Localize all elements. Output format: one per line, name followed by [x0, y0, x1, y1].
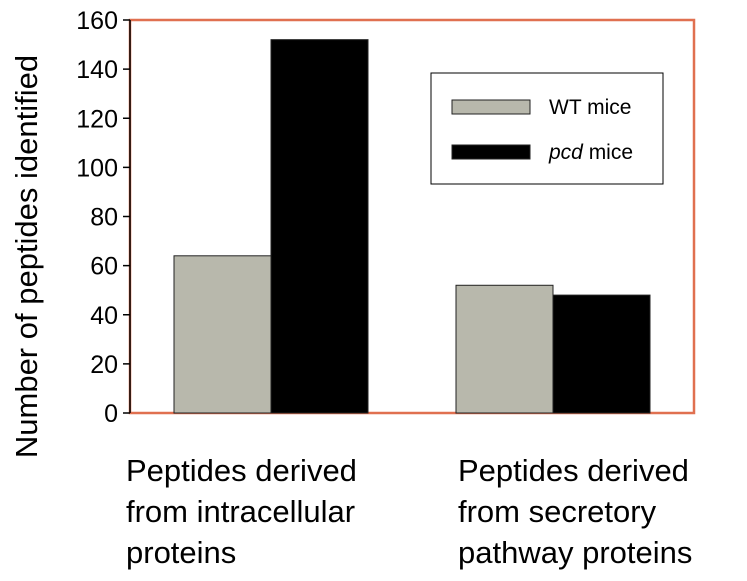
- category-label-0: Peptides derived from intracellular protei…: [126, 453, 357, 570]
- legend-label-part: pcd: [548, 141, 584, 164]
- legend-label-0: WT mice: [549, 96, 631, 119]
- bar-pcd-mice-0: [270, 39, 369, 414]
- category-label-line: Peptides derived: [458, 453, 689, 488]
- bar-wt-mice-0: [173, 255, 272, 414]
- category-label-1: Peptides derived from secretory pathway pr…: [458, 453, 692, 570]
- y-tick-label: 20: [90, 351, 118, 379]
- legend-label-part: mice: [583, 141, 633, 164]
- y-tick-label: 120: [76, 105, 118, 133]
- bars-group: [173, 39, 651, 414]
- y-tick-label: 60: [90, 253, 118, 281]
- legend-box: [430, 72, 664, 185]
- legend-label-part: WT: [549, 96, 582, 119]
- category-label-line: Peptides derived: [126, 453, 357, 488]
- y-axis-label: Number of peptides identified: [9, 55, 44, 458]
- legend-swatch-0: [451, 99, 531, 115]
- y-ticks-group: 0 20 40 60 80 100 120 140 160: [76, 7, 130, 428]
- category-label-line: from secretory: [458, 494, 657, 529]
- category-label-line: proteins: [126, 535, 236, 570]
- category-labels-group: Peptides derived from intracellular protei…: [126, 453, 692, 570]
- legend-swatch-1: [451, 144, 531, 160]
- bar-wt-mice-1: [455, 284, 554, 414]
- legend-label-1: pcd mice: [548, 141, 633, 164]
- y-tick-label: 0: [104, 400, 118, 428]
- category-label-line: from intracellular: [126, 494, 355, 529]
- y-tick-label: 80: [90, 204, 118, 232]
- bar-pcd-mice-1: [552, 294, 651, 414]
- y-tick-label: 40: [90, 302, 118, 330]
- y-tick-label: 100: [76, 154, 118, 182]
- legend-label-part: mice: [581, 96, 631, 119]
- y-tick-label: 160: [76, 7, 118, 35]
- category-label-line: pathway proteins: [458, 535, 692, 570]
- y-tick-label: 140: [76, 56, 118, 84]
